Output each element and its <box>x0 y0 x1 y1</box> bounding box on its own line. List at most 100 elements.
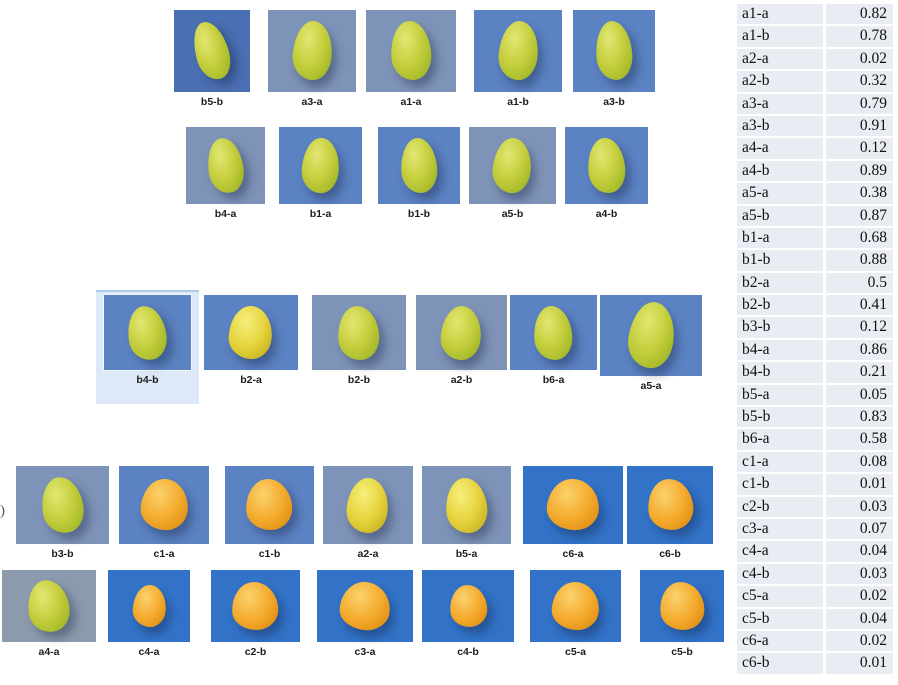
thumbnail-label: b5-a <box>455 548 478 560</box>
mango-thumbnail: c6-a <box>523 466 623 560</box>
sample-id-cell: c2-b <box>737 496 823 517</box>
mango-photo <box>416 295 507 370</box>
mango-photo <box>366 10 456 92</box>
mango-fruit-shape <box>24 577 74 635</box>
mango-fruit-shape <box>131 584 167 628</box>
score-table-row: c3-a 0.07 <box>737 518 893 540</box>
score-table-row: c4-b 0.03 <box>737 563 893 585</box>
sample-score-cell: 0.04 <box>826 608 893 629</box>
mango-fruit-shape <box>586 136 627 195</box>
thumbnail-label: a4-a <box>38 646 60 658</box>
score-table-row: b2-b 0.41 <box>737 295 893 316</box>
sample-id-cell: a1-b <box>737 26 823 47</box>
sample-id-cell: c6-b <box>737 653 823 674</box>
mango-photo <box>573 10 655 92</box>
mango-thumbnail: b3-b <box>16 466 109 560</box>
mango-fruit-shape <box>491 136 534 195</box>
mango-photo <box>474 10 562 92</box>
thumbnail-label: b5-b <box>200 96 224 108</box>
score-table-row: a1-b 0.78 <box>737 26 893 47</box>
mango-thumbnail: a3-a <box>268 10 356 108</box>
sample-score-cell: 0.41 <box>826 295 893 316</box>
mango-photo <box>279 127 362 204</box>
thumbnail-label: b3-b <box>51 548 74 560</box>
mango-thumbnail: a4-b <box>565 127 648 220</box>
score-table-row: b1-b 0.88 <box>737 250 893 271</box>
mango-fruit-shape <box>336 304 382 361</box>
thumbnail-label: b2-a <box>240 374 262 386</box>
mango-photo <box>523 466 623 544</box>
sample-id-cell: b1-b <box>737 250 823 271</box>
mango-fruit-shape <box>389 20 433 82</box>
score-table-row: a4-a 0.12 <box>737 138 893 159</box>
mango-thumbnail: c5-a <box>530 570 621 658</box>
sample-score-cell: 0.01 <box>826 474 893 495</box>
score-table-row: a4-b 0.89 <box>737 160 893 182</box>
score-table-row: c6-b 0.01 <box>737 653 893 674</box>
sample-score-cell: 0.07 <box>826 518 893 540</box>
mango-thumbnail: a5-a <box>600 295 702 392</box>
mango-thumbnail: a1-b <box>474 10 562 108</box>
mango-fruit-shape <box>550 581 601 631</box>
sample-score-cell: 0.88 <box>826 250 893 271</box>
mango-thumbnail: a2-b <box>416 295 507 386</box>
mango-thumbnail: c4-a <box>108 570 190 658</box>
mango-thumbnail: b4-b <box>96 290 199 404</box>
mango-thumbnail: c6-b <box>627 466 713 560</box>
mango-photo <box>422 466 511 544</box>
mango-thumbnail: c4-b <box>422 570 514 658</box>
mango-fruit-shape <box>338 580 392 632</box>
sample-id-cell: c1-b <box>737 474 823 495</box>
mango-thumbnail: c3-a <box>317 570 413 658</box>
sample-score-cell: 0.08 <box>826 451 893 473</box>
sample-score-cell: 0.03 <box>826 496 893 517</box>
score-table-row: b4-b 0.21 <box>737 362 893 383</box>
thumbnail-label: a4-b <box>595 208 618 220</box>
score-table-row: a3-a 0.79 <box>737 93 893 114</box>
mango-thumbnail: b1-b <box>378 127 460 220</box>
mango-fruit-shape <box>138 477 190 533</box>
mango-thumbnail: a2-a <box>323 466 413 560</box>
mango-fruit-shape <box>124 303 171 362</box>
sample-score-cell: 0.91 <box>826 115 893 137</box>
mango-fruit-shape <box>245 478 294 532</box>
mango-fruit-shape <box>448 583 488 629</box>
sample-id-cell: b6-a <box>737 429 823 450</box>
thumbnail-label: b6-a <box>542 374 565 386</box>
mango-photo <box>600 295 702 376</box>
mango-photo <box>422 570 514 642</box>
mango-photo <box>204 295 298 370</box>
score-table: a1-a 0.82 a1-b 0.78 a2-a 0.02 a2-b 0.32 … <box>737 4 893 676</box>
sample-score-cell: 0.12 <box>826 317 893 338</box>
mango-photo <box>268 10 356 92</box>
sample-score-cell: 0.03 <box>826 563 893 585</box>
thumbnail-label: a1-a <box>400 96 422 108</box>
mango-photo <box>104 295 191 370</box>
sample-id-cell: c4-a <box>737 541 823 562</box>
sample-score-cell: 0.82 <box>826 4 893 25</box>
score-table-row: b2-a 0.5 <box>737 272 893 294</box>
thumbnail-label: b4-b <box>136 374 159 386</box>
thumbnail-label: a5-a <box>640 380 662 392</box>
mango-photo <box>317 570 413 642</box>
sample-id-cell: a3-a <box>737 93 823 114</box>
sample-id-cell: b4-b <box>737 362 823 383</box>
sample-score-cell: 0.38 <box>826 183 893 204</box>
score-table-row: c1-a 0.08 <box>737 451 893 473</box>
sample-id-cell: b2-a <box>737 272 823 294</box>
mango-thumbnail: c5-b <box>640 570 724 658</box>
thumbnail-label: a2-a <box>357 548 379 560</box>
score-table-row: a2-a 0.02 <box>737 48 893 70</box>
thumbnail-label: a2-b <box>450 374 473 386</box>
mango-thumbnail: a4-a <box>2 570 96 658</box>
mango-photo <box>16 466 109 544</box>
mango-fruit-shape <box>496 19 540 83</box>
sample-id-cell: c6-a <box>737 630 823 652</box>
sample-score-cell: 0.21 <box>826 362 893 383</box>
stray-paren-mark: ) <box>0 503 5 519</box>
sample-id-cell: b2-b <box>737 295 823 316</box>
mango-fruit-shape <box>532 304 575 361</box>
sample-id-cell: a4-a <box>737 138 823 159</box>
sample-id-cell: a5-b <box>737 205 823 226</box>
